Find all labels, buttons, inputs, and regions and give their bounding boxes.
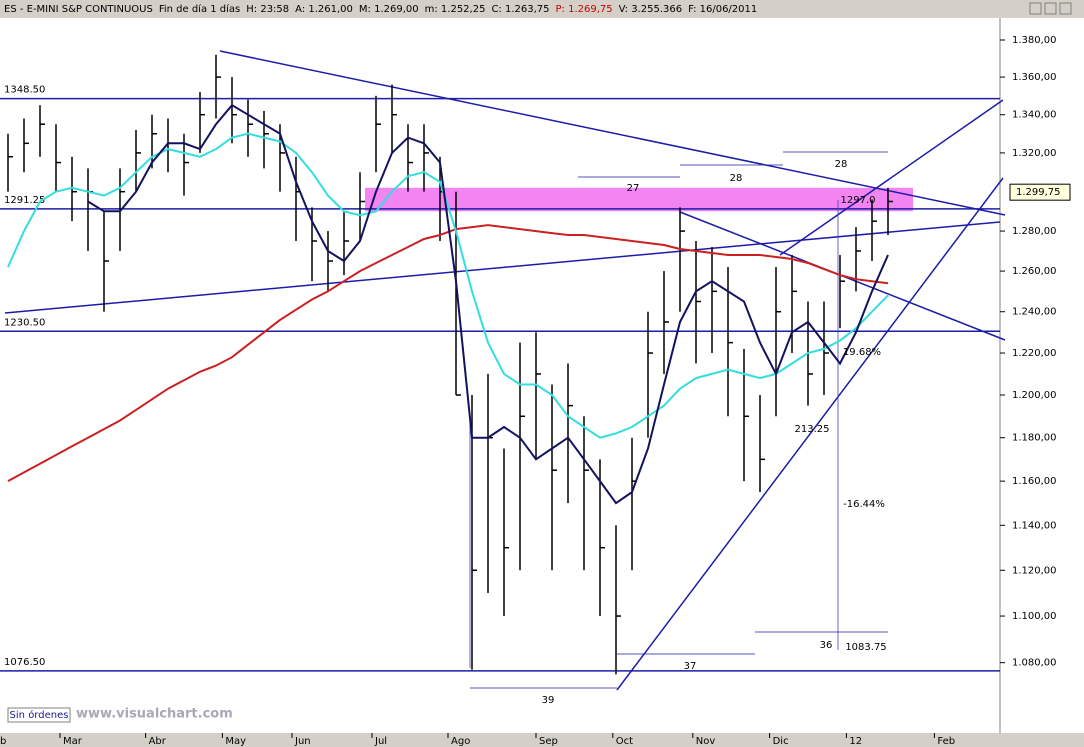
level-label: 1291.25 [4,195,45,206]
annotation: 37 [684,661,697,672]
minimize-button[interactable] [1029,2,1042,15]
header-item: Fin de día 1 días [159,3,240,15]
y-tick-label: 1.220,00 [1012,348,1057,359]
level-label: 1230.50 [4,317,45,328]
annotation: 213.25 [795,424,830,435]
x-tick-label: Feb [937,736,955,747]
status-box [7,707,71,723]
y-tick-label: 1.160,00 [1012,476,1057,487]
annotation: -16.44% [843,499,885,510]
y-tick-label: 1.320,00 [1012,148,1057,159]
annotation: 1297.0 [841,195,876,206]
y-tick-label: 1.200,00 [1012,390,1057,401]
header-item: H: 23:58 [246,4,289,15]
x-tick-label: Nov [696,736,716,747]
level-label: 1076.50 [4,657,45,668]
header-item: P: 1.269,75 [556,4,613,15]
annotation: 19.68% [843,347,881,358]
trend-line [4,221,1001,314]
x-axis-bar [0,733,1084,747]
x-tick-label: Jun [294,736,311,747]
header-bar [0,0,1084,18]
annotation: 28 [730,173,743,184]
header-item: C: 1.263,75 [491,4,549,15]
annotation: 1083.75 [845,642,886,653]
trend-line [219,50,1006,216]
y-tick-label: 1.260,00 [1012,266,1057,277]
annotation: 36 [820,640,833,651]
header-item: A: 1.261,00 [295,4,353,15]
x-tick-label: May [225,736,246,747]
annotation: 28 [835,159,848,170]
annotation: 27 [627,183,640,194]
moving-average [87,103,889,505]
x-tick-label: Abr [149,736,167,747]
y-tick-label: 1.360,00 [1012,72,1057,83]
header: ES - E-MINI S&P CONTINUOUS Fin de día 1 d… [4,3,757,15]
y-tick-label: 1.100,00 [1012,611,1057,622]
x-tick-label: Feb [0,736,6,747]
header-item: m: 1.252,25 [425,4,486,15]
last-price: 1.299,75 [1016,187,1061,198]
y-tick-label: 1.240,00 [1012,307,1057,318]
annotation: 39 [542,695,555,706]
y-tick-label: 1.120,00 [1012,565,1057,576]
header-item: M: 1.269,00 [359,4,419,15]
level-label: 1348.50 [4,85,45,96]
y-tick-label: 1.140,00 [1012,520,1057,531]
x-tick-label: Dic [773,736,789,747]
trend-line [779,99,1004,256]
y-tick-label: 1.180,00 [1012,433,1057,444]
maximize-button[interactable] [1044,2,1057,15]
x-tick-label: Jul [374,736,387,747]
y-tick-label: 1.280,00 [1012,226,1057,237]
status: Sin órdenes [10,709,69,721]
moving-average [7,224,889,482]
site: www.visualchart.com [76,707,233,722]
y-tick-label: 1.080,00 [1012,658,1057,669]
y-tick-label: 1.340,00 [1012,110,1057,121]
header-item: V: 3.255.366 [619,4,682,15]
last-price-box [1009,183,1071,201]
header-item: F: 16/06/2011 [688,4,757,15]
moving-average [7,132,889,439]
x-tick-label: Mar [63,736,83,747]
x-tick-label: Sep [539,736,558,747]
zone [365,187,913,212]
header-item: ES - E-MINI S&P CONTINUOUS [4,4,153,15]
x-tick-label: Oct [616,736,633,747]
y-tick-label: 1.380,00 [1012,35,1057,46]
close-button[interactable] [1059,2,1072,15]
x-tick-label: 12 [849,736,862,747]
x-tick-label: Ago [451,736,470,747]
trend-line [616,177,1004,691]
